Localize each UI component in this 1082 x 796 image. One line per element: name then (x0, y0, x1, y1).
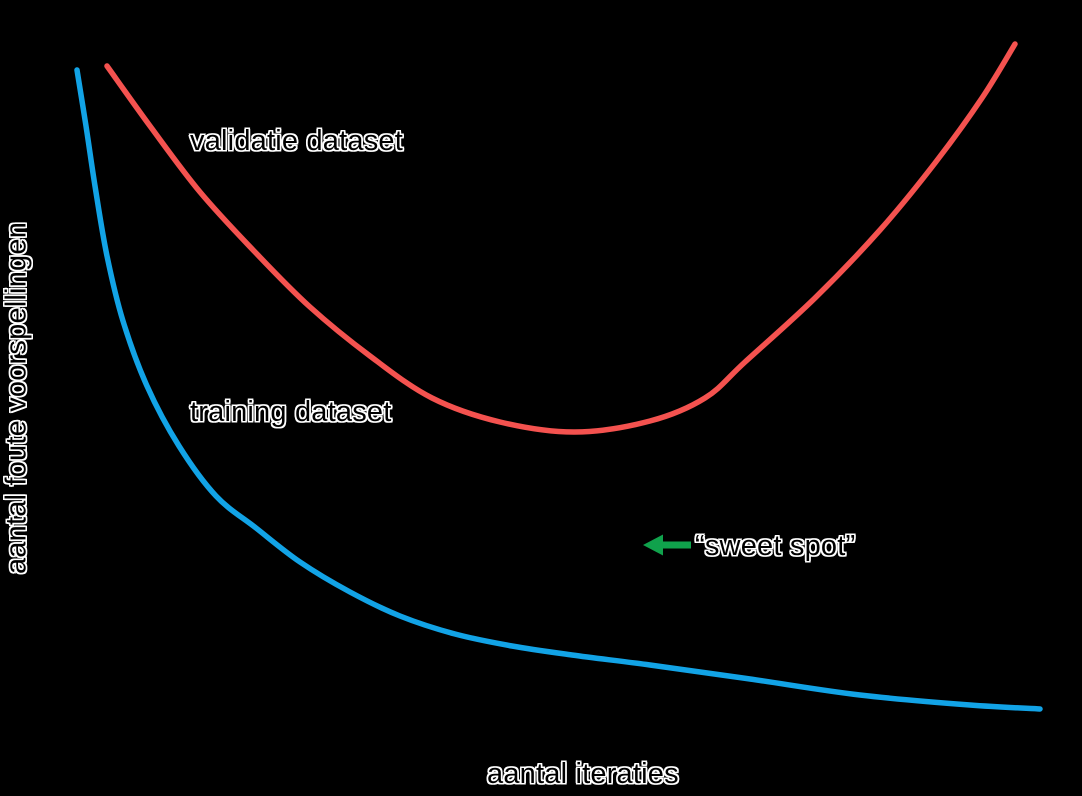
sweet-spot-arrow-icon (643, 534, 691, 556)
y-axis-label: aantal foute voorspellingen (0, 221, 33, 575)
series-label-validation-dataset: validatie dataset (190, 125, 403, 157)
validation-dataset-curve (104, 41, 1018, 435)
x-axis-label: aantal iteraties (487, 758, 679, 790)
training-dataset-curve (74, 67, 1043, 712)
series-label-training-dataset: training dataset (190, 396, 392, 428)
annotation-sweet-spot-label: “sweet spot” (695, 530, 856, 562)
